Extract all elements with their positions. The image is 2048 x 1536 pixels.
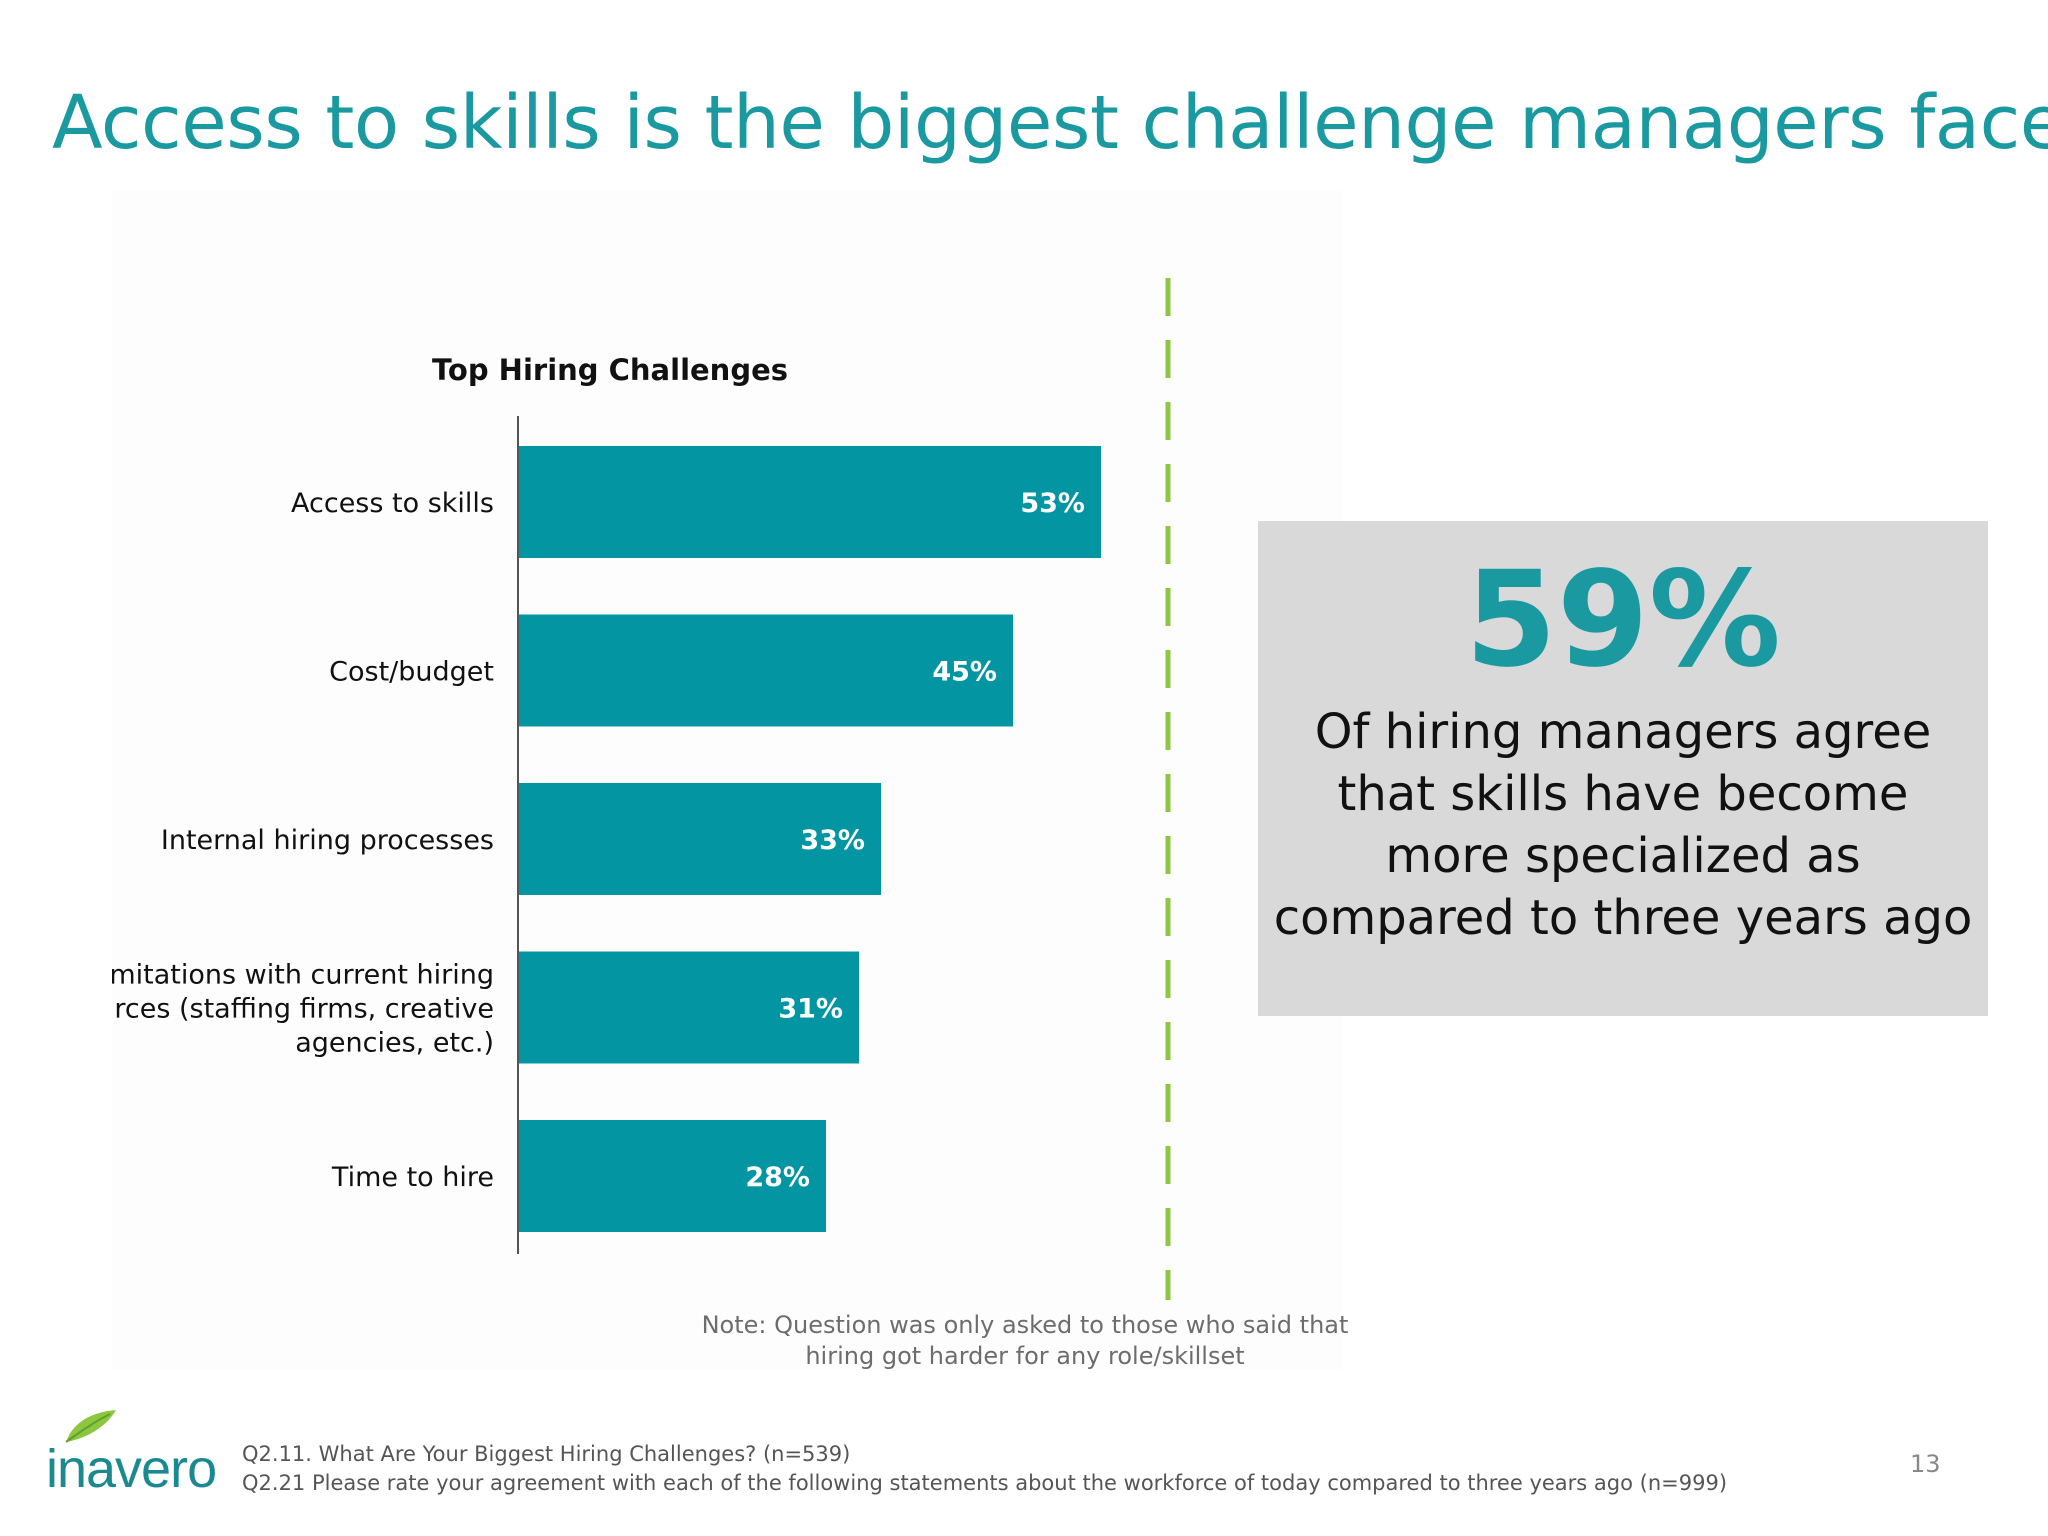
category-label-0: Access to skills (291, 488, 494, 519)
category-label-1: Cost/budget (329, 657, 494, 688)
chart-note: Note: Question was only asked to those w… (640, 1310, 1410, 1372)
bar-value-label-2: 33% (800, 825, 865, 856)
bar-3 (518, 951, 859, 1064)
logo-text: inavero (46, 1439, 217, 1499)
chart-title: Top Hiring Challenges (432, 353, 788, 387)
bar-2 (518, 783, 881, 895)
bar-value-label-1: 45% (932, 657, 997, 688)
bar-value-label-3: 31% (778, 994, 843, 1025)
bar-1 (518, 614, 1013, 727)
page-number: 13 (1910, 1450, 1941, 1478)
bar-value-label-4: 28% (745, 1162, 810, 1193)
slide-title: Access to skills is the biggest challeng… (52, 80, 2048, 166)
chart-panel: Top Hiring Challenges 53% Access to skills… (112, 190, 1342, 1370)
category-label-3-line-1: resources (staffing firms, creative (112, 994, 494, 1025)
note-line-2: hiring got harder for any role/skillset (805, 1342, 1245, 1370)
bar-0 (518, 446, 1101, 558)
note-line-1: Note: Question was only asked to those w… (701, 1311, 1349, 1339)
category-label-3-line-2: agencies, etc.) (295, 1028, 494, 1059)
callout-box: 59% Of hiring managers agree that skills… (1258, 521, 1988, 1016)
category-label-3-line-0: Limitations with current hiring (112, 960, 494, 991)
category-label-4: Time to hire (331, 1162, 494, 1193)
callout-text: Of hiring managers agree that skills hav… (1273, 704, 1973, 946)
bar-4 (518, 1120, 826, 1232)
sources: Q2.11. What Are Your Biggest Hiring Chal… (242, 1440, 1727, 1498)
leaf-icon (65, 1410, 116, 1443)
category-label-2: Internal hiring processes (161, 825, 494, 856)
inavero-logo: inavero (46, 1408, 236, 1499)
source-line-1: Q2.11. What Are Your Biggest Hiring Chal… (242, 1442, 851, 1466)
source-line-2: Q2.21 Please rate your agreement with ea… (242, 1471, 1728, 1495)
bar-value-label-0: 53% (1020, 488, 1085, 519)
bar-chart: Top Hiring Challenges 53% Access to skills… (112, 278, 1171, 1300)
callout-value: 59% (1465, 543, 1781, 697)
